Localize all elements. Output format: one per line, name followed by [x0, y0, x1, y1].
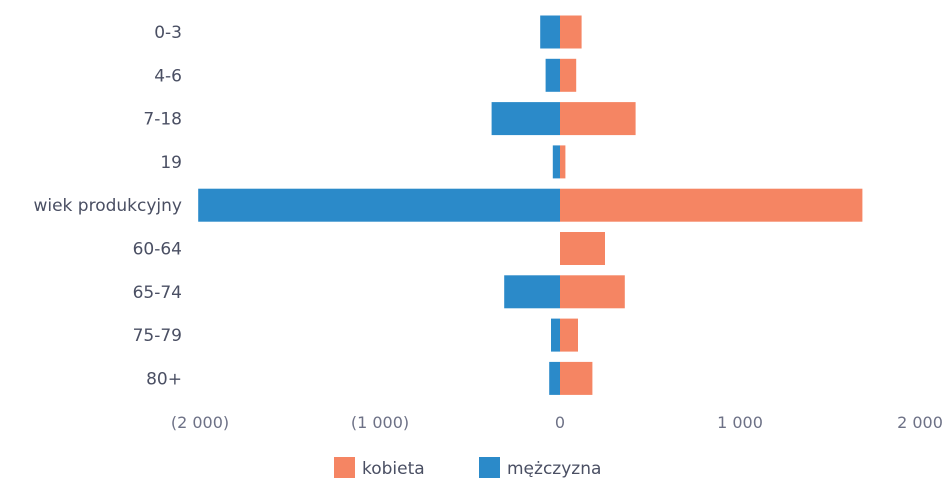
x-tick-label: (2 000)	[171, 413, 229, 432]
bar-kobieta-60-64	[560, 232, 605, 265]
category-label-wiek-produkcyjny: wiek produkcyjny	[33, 196, 182, 216]
x-tick-label: 2 000	[897, 413, 943, 432]
bars	[198, 15, 863, 395]
category-label-60-64: 60-64	[133, 240, 182, 260]
category-label-75-79: 75-79	[133, 326, 182, 346]
legend-label-mezczyzna: mężczyzna	[507, 459, 601, 479]
bar-m-czyzna-65-74	[504, 275, 560, 309]
bar-m-czyzna-19	[552, 145, 560, 179]
bar-kobieta-wiek-produkcyjny	[560, 188, 863, 222]
x-axis-ticks: (2 000) (1 000) 0 1 000 2 000	[171, 413, 943, 432]
category-label-0-3: 0-3	[154, 23, 182, 43]
bar-kobieta-7-18	[560, 102, 636, 136]
x-tick-label: 0	[555, 413, 565, 432]
legend-label-kobieta: kobieta	[362, 459, 425, 479]
bar-kobieta-65-74	[560, 275, 625, 309]
bar-m-czyzna-4-6	[545, 58, 560, 92]
legend-swatch-mezczyzna	[479, 457, 500, 478]
category-label-80: 80+	[146, 369, 182, 389]
bar-kobieta-4-6	[560, 58, 577, 92]
bar-m-czyzna-80	[549, 361, 560, 395]
bar-kobieta-19	[560, 145, 566, 179]
bar-m-czyzna-75-79	[551, 318, 560, 352]
x-tick-label: (1 000)	[351, 413, 409, 432]
bar-m-czyzna-7-18	[491, 102, 560, 136]
x-tick-label: 1 000	[717, 413, 763, 432]
bar-m-czyzna-0-3	[540, 15, 560, 49]
bar-m-czyzna-wiek-produkcyjny	[198, 188, 560, 222]
category-label-19: 19	[160, 153, 182, 173]
category-label-7-18: 7-18	[143, 110, 182, 130]
bar-kobieta-80	[560, 361, 593, 395]
bar-kobieta-75-79	[560, 318, 578, 352]
category-labels: 0-3 4-6 7-18 19 wiek produkcyjny 60-64 65-74 75…	[33, 23, 182, 389]
category-label-4-6: 4-6	[154, 66, 182, 86]
legend: kobieta mężczyzna	[334, 457, 601, 479]
bar-kobieta-0-3	[560, 15, 582, 49]
legend-swatch-kobieta	[334, 457, 355, 478]
category-label-65-74: 65-74	[133, 283, 182, 303]
